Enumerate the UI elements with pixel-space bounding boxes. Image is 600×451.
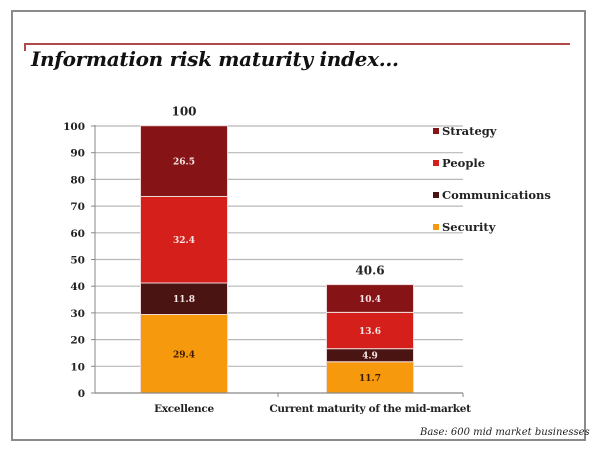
y-tick-label: 10: [70, 361, 85, 373]
bar-segment-strategy: [326, 284, 414, 313]
title-rule-tick: [24, 43, 26, 51]
y-tick-label: 40: [70, 281, 85, 293]
bar-segment-strategy: [140, 125, 228, 197]
axes: [94, 125, 464, 397]
y-tick-label: 80: [70, 174, 85, 186]
bar-segment-security: [140, 314, 228, 394]
footnote: Base: 600 mid market businesses: [420, 427, 590, 438]
bar-segment-people: [140, 195, 228, 284]
bar-total-label: 100: [171, 105, 196, 119]
bars: 29.4 11.8 32.4 26.5 100 11.7 4.9 13.6 10.4 40.6: [140, 105, 414, 394]
y-tick-label: 90: [70, 148, 85, 160]
y-tick-label: 30: [70, 308, 85, 320]
y-tick-label: 50: [70, 255, 85, 267]
y-tick-label: 60: [70, 228, 85, 240]
y-tick-label: 100: [63, 121, 85, 133]
bar-data-label: 11.8: [173, 295, 195, 305]
chart-title: Information risk maturity index...: [31, 47, 399, 71]
y-tick-label: 0: [78, 388, 85, 400]
legend-swatch: [433, 128, 439, 134]
legend-swatch: [433, 192, 439, 198]
legend-swatch: [433, 224, 439, 230]
bar-data-label: 29.4: [173, 350, 195, 360]
bar-data-label: 26.5: [173, 158, 195, 168]
legend-label: Security: [442, 220, 496, 234]
bar-data-label: 4.9: [362, 352, 378, 362]
bar-data-label: 10.4: [359, 295, 381, 305]
title-rule: [24, 43, 570, 45]
legend-item-strategy: Strategy: [433, 124, 496, 138]
bar-data-label: 11.7: [359, 374, 381, 384]
bar-segment-communications: [140, 282, 228, 316]
y-tick-label: 70: [70, 201, 85, 213]
x-axis-labels: Excellence Current maturity of the mid-ma…: [154, 403, 471, 415]
x-category-label: Excellence: [154, 403, 214, 415]
x-category-label: Current maturity of the mid-market: [269, 403, 471, 415]
legend-item-communications: Communications: [433, 188, 551, 202]
y-tick-label: 20: [70, 335, 85, 347]
bar-data-label: 13.6: [359, 327, 381, 337]
slide-frame: [11, 10, 586, 441]
legend-item-security: Security: [433, 220, 495, 234]
legend-label: People: [442, 156, 486, 170]
y-axis-ticks: 0 10 20 30 40 50 60 70 80 90 100: [63, 121, 95, 400]
legend-swatch: [433, 160, 439, 166]
legend-item-people: People: [433, 156, 485, 170]
bar-data-label: 32.4: [173, 236, 195, 246]
bar-total-label: 40.6: [355, 264, 384, 278]
legend-label: Strategy: [442, 124, 497, 138]
legend-label: Communications: [442, 188, 551, 202]
